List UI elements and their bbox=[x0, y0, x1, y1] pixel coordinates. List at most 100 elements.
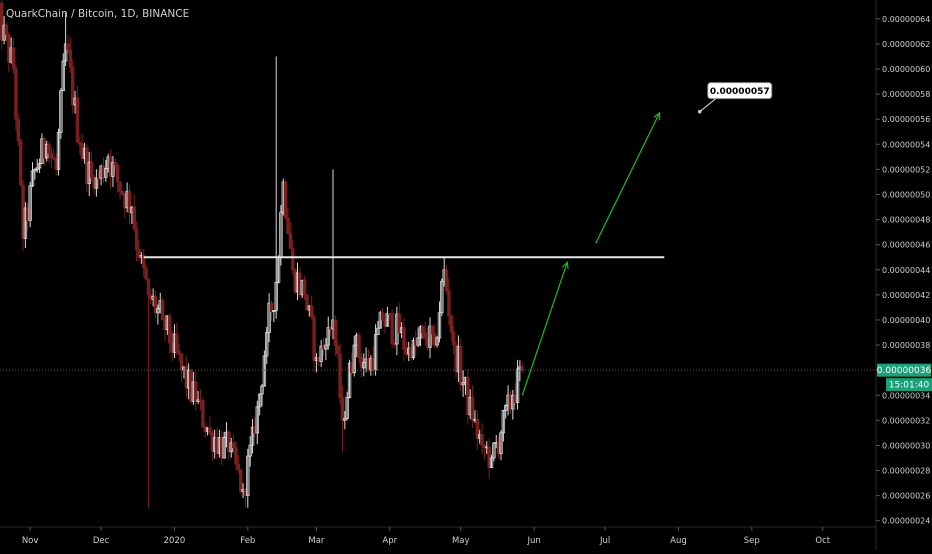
candle-body bbox=[37, 163, 42, 169]
price-tick-label: 0.00000062 bbox=[882, 40, 930, 49]
price-tick-label: 0.00000064 bbox=[882, 15, 930, 24]
candle-body bbox=[440, 280, 444, 314]
candle-body bbox=[444, 269, 449, 292]
drawings-layer: 0.00000057 bbox=[0, 82, 876, 396]
candle-body bbox=[378, 312, 383, 329]
price-tick-label: 0.00000040 bbox=[882, 316, 930, 325]
time-tick-label: Jun bbox=[526, 536, 540, 546]
candle-body bbox=[501, 410, 506, 434]
candle-body bbox=[272, 310, 276, 313]
candle-body bbox=[504, 405, 508, 411]
candle-body bbox=[347, 362, 352, 398]
candle-body bbox=[428, 325, 432, 348]
candle-body bbox=[14, 68, 18, 120]
candle-body bbox=[326, 327, 330, 346]
time-tick-label: Dec bbox=[93, 536, 110, 546]
time-tick-label: Aug bbox=[670, 536, 687, 546]
candle-body bbox=[52, 157, 56, 160]
candle-body bbox=[269, 302, 274, 313]
target-pointer-line bbox=[699, 98, 717, 113]
current-price-box bbox=[877, 363, 931, 377]
time-tick-label: Oct bbox=[815, 536, 830, 546]
candle-body bbox=[94, 177, 99, 189]
candle-body bbox=[134, 228, 139, 250]
candle-body bbox=[345, 397, 349, 419]
candle-body bbox=[515, 368, 520, 403]
time-tick-label: Apr bbox=[382, 536, 397, 546]
candle-body bbox=[16, 118, 20, 142]
candle-body bbox=[260, 385, 264, 395]
time-tick-label: Sep bbox=[744, 536, 760, 546]
candle-body bbox=[156, 308, 160, 314]
candle-body bbox=[250, 426, 255, 446]
candle-body bbox=[236, 463, 241, 471]
candle-body bbox=[234, 447, 238, 465]
candle-body bbox=[120, 191, 125, 195]
projection-arrow-line[interactable] bbox=[595, 112, 661, 244]
candle-body bbox=[49, 153, 54, 158]
countdown-box bbox=[886, 378, 932, 392]
candle-body bbox=[451, 331, 456, 346]
candle-body bbox=[59, 90, 63, 133]
candle-body bbox=[11, 47, 16, 70]
candle-body bbox=[175, 333, 179, 353]
price-tick-label: 0.00000030 bbox=[882, 441, 930, 450]
price-tick-label: 0.00000042 bbox=[882, 291, 930, 300]
candle-body bbox=[376, 327, 380, 335]
time-tick-label: May bbox=[452, 536, 470, 546]
candle-body bbox=[362, 362, 366, 369]
candle-body bbox=[111, 161, 115, 177]
price-tick-label: 0.00000060 bbox=[882, 65, 930, 74]
price-tick-label: 0.00000052 bbox=[882, 165, 930, 174]
price-axis[interactable]: 0.00000024 0.00000026 0.00000028 0.00000030… bbox=[876, 15, 930, 526]
candle-body bbox=[402, 327, 406, 350]
candle-body bbox=[262, 355, 267, 387]
candle-body bbox=[18, 140, 23, 186]
price-tick-label: 0.00000058 bbox=[882, 90, 930, 99]
candle-body bbox=[231, 442, 236, 449]
price-tick-label: 0.00000048 bbox=[882, 216, 930, 225]
target-label-box bbox=[707, 82, 773, 100]
candle-body bbox=[437, 312, 442, 339]
candle-body bbox=[286, 217, 290, 234]
time-axis[interactable]: Nov Dec 2020 Feb Mar Apr May Jun Jul Aug Sep Oct bbox=[22, 527, 831, 546]
target-label-text: 0.00000057 bbox=[710, 87, 770, 97]
candle-body bbox=[194, 381, 198, 402]
candle-body bbox=[449, 315, 453, 333]
candle-body bbox=[28, 185, 32, 221]
candle-body bbox=[160, 300, 165, 321]
candle-body bbox=[291, 247, 295, 271]
price-tick-label: 0.00000026 bbox=[882, 492, 930, 501]
price-tick-label: 0.00000050 bbox=[882, 190, 930, 199]
candle-body bbox=[246, 455, 250, 496]
target-callout[interactable]: 0.00000057 bbox=[697, 82, 773, 114]
price-tick-label: 0.00000034 bbox=[882, 391, 930, 400]
candle-body bbox=[336, 345, 340, 355]
candle-body bbox=[333, 319, 338, 347]
candle-body bbox=[78, 141, 82, 145]
target-dot bbox=[697, 109, 702, 114]
current-price-tag: 0.00000036 15:01:40 bbox=[877, 363, 932, 392]
projection-arrow-line[interactable] bbox=[521, 262, 568, 396]
candle-body bbox=[312, 316, 316, 361]
candle-body bbox=[75, 97, 80, 143]
candle-body bbox=[23, 207, 28, 239]
time-tick-label: Jul bbox=[599, 536, 610, 546]
candle-body bbox=[343, 418, 347, 421]
candle-body bbox=[66, 43, 70, 51]
candle-body bbox=[127, 190, 132, 214]
candle-body bbox=[416, 337, 420, 346]
projection-arrows bbox=[521, 111, 661, 396]
projection-arrow-head bbox=[653, 111, 661, 120]
price-tick-label: 0.00000044 bbox=[882, 266, 930, 275]
candle-body bbox=[248, 444, 252, 457]
candle-body bbox=[319, 345, 323, 362]
candle-body bbox=[492, 442, 496, 459]
candle-body bbox=[201, 399, 205, 428]
candle-body bbox=[104, 167, 108, 178]
candle-body bbox=[222, 436, 226, 459]
